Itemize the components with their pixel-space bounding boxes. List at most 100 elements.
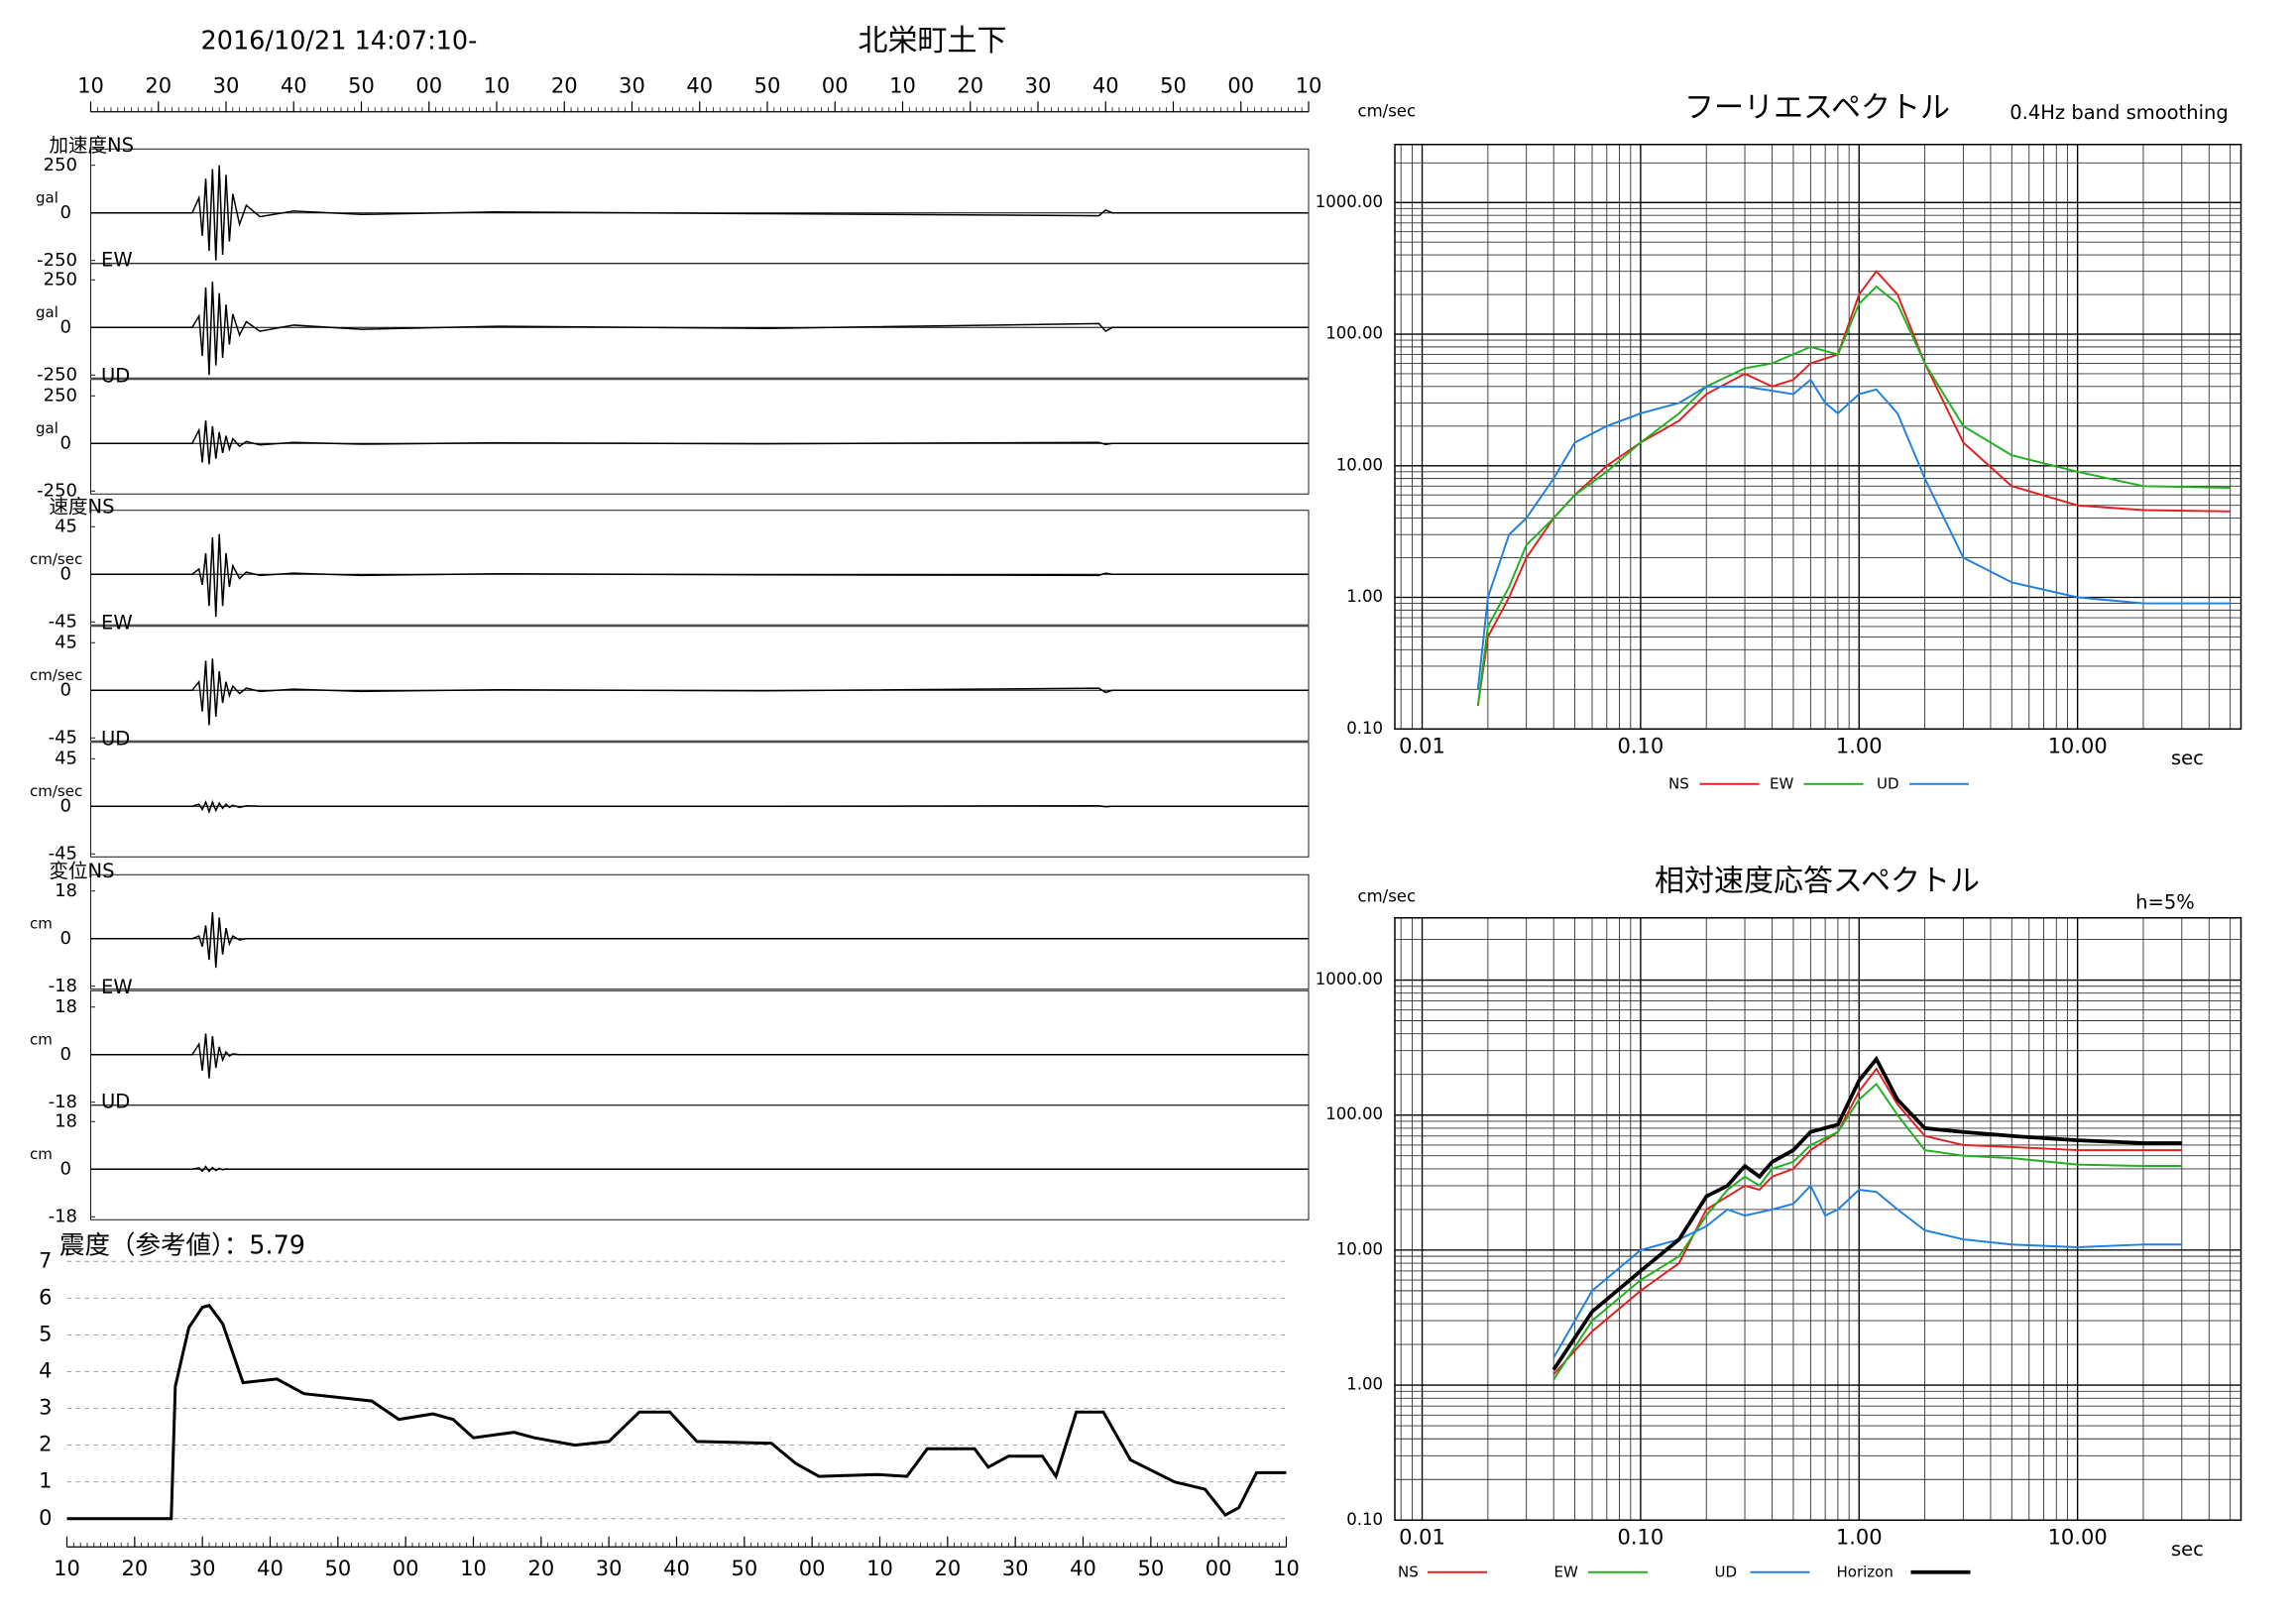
x-tick-label: 10	[77, 73, 104, 97]
x-tick-label: 00	[799, 1557, 826, 1580]
x-tick-label: 40	[257, 1557, 284, 1580]
unit-label: gal	[36, 303, 58, 321]
x-tick-label: 10	[1296, 73, 1322, 97]
y-tick-label: -18	[49, 1206, 77, 1226]
x-tick-label: 10	[484, 73, 511, 97]
y-tick-label: 1.00	[1346, 587, 1383, 606]
panel-frame	[90, 263, 1310, 379]
x-tick-label: 0.10	[1618, 1525, 1665, 1549]
x-tick-label: 30	[619, 73, 645, 97]
panel-frame	[90, 148, 1310, 265]
unit-label: cm	[30, 914, 53, 932]
waveform	[90, 165, 1309, 261]
x-tick-label: 00	[1227, 73, 1254, 97]
waveform	[90, 658, 1309, 726]
y-tick-label: -250	[37, 250, 77, 271]
y-tick-label: 0.10	[1346, 719, 1383, 738]
x-tick-label: 40	[1070, 1557, 1096, 1580]
y-tick-label: 1.00	[1346, 1375, 1383, 1394]
y-tick-label: 0	[60, 202, 71, 223]
x-tick-label: 20	[934, 1557, 961, 1580]
y-tick-label: 100.00	[1325, 1104, 1383, 1123]
x-tick-label: 50	[1160, 73, 1187, 97]
y-tick-label: 0	[60, 679, 71, 700]
spectrum-line	[1476, 270, 2231, 707]
x-tick-label: 30	[213, 73, 240, 97]
x-unit: sec	[2171, 1538, 2204, 1561]
waveform	[90, 799, 1309, 814]
x-tick-label: 00	[1205, 1557, 1232, 1580]
y-tick-label: 18	[55, 880, 77, 901]
y-tick-label: 1000.00	[1316, 192, 1383, 211]
chart-title: 震度（参考値）：5.79	[59, 1230, 305, 1260]
y-tick-label: 100.00	[1325, 324, 1383, 343]
minor-grid	[1395, 917, 2241, 1521]
y-unit: cm/sec	[1358, 886, 1417, 905]
chart-subtitle: 0.4Hz band smoothing	[2009, 101, 2229, 124]
spectrum-line	[1476, 285, 2231, 707]
unit-label: cm	[30, 1145, 53, 1163]
legend-label: EW	[1770, 774, 1793, 792]
spectrum-line	[1551, 1055, 2182, 1371]
y-tick-label: 0	[60, 432, 71, 453]
x-tick-label: 20	[145, 73, 172, 97]
panel-frame	[90, 742, 1310, 858]
x-tick-label: 20	[957, 73, 983, 97]
waveform	[90, 533, 1309, 617]
spectrum-line	[1552, 1067, 2182, 1375]
spectrum-line	[1476, 378, 2231, 690]
y-tick-label: 7	[39, 1248, 52, 1272]
minor-grid	[1395, 144, 2241, 730]
channel-label: UD	[101, 727, 130, 750]
y-tick-label: 0	[60, 928, 71, 949]
y-tick-label: 250	[44, 269, 77, 290]
channel-label: EW	[101, 976, 133, 998]
x-tick-label: 30	[189, 1557, 216, 1580]
waveform	[90, 282, 1309, 376]
y-tick-label: 3	[39, 1396, 52, 1420]
x-tick-label: 00	[393, 1557, 419, 1580]
y-tick-label: 0.10	[1346, 1510, 1383, 1529]
y-tick-label: -18	[49, 976, 77, 996]
channel-label: EW	[101, 248, 133, 271]
x-tick-label: 10	[866, 1557, 893, 1580]
unit-label: cm/sec	[30, 666, 82, 684]
y-tick-label: -18	[49, 1092, 77, 1112]
unit-label: cm/sec	[30, 782, 82, 800]
channel-label: 速度NS	[50, 495, 115, 518]
y-tick-label: 1	[39, 1469, 52, 1493]
damping-note: h=5%	[2135, 890, 2195, 913]
x-tick-label: 0.01	[1399, 734, 1445, 757]
x-tick-label: 50	[731, 1557, 757, 1580]
y-tick-label: 0	[60, 563, 71, 584]
legend-label: NS	[1398, 1563, 1419, 1580]
x-tick-label: 00	[822, 73, 849, 97]
legend-label: UD	[1877, 774, 1899, 792]
x-unit: sec	[2171, 747, 2204, 769]
x-tick-label: 10.00	[2048, 1525, 2108, 1549]
y-tick-label: 18	[55, 996, 77, 1017]
panel-frame	[90, 510, 1310, 626]
plot-frame	[1394, 917, 2242, 1521]
legend-label: EW	[1554, 1563, 1578, 1580]
channel-label: UD	[101, 1090, 130, 1112]
x-tick-label: 10	[889, 73, 916, 97]
y-tick-label: 250	[44, 155, 77, 175]
y-tick-label: 1000.00	[1316, 970, 1383, 988]
x-tick-label: 20	[527, 1557, 554, 1580]
waveform	[90, 912, 1309, 969]
y-tick-label: 6	[39, 1285, 52, 1309]
legend-label: Horizon	[1837, 1563, 1894, 1580]
y-tick-label: 4	[39, 1358, 52, 1382]
x-tick-label: 40	[281, 73, 307, 97]
unit-label: gal	[36, 188, 58, 206]
unit-label: cm/sec	[30, 550, 82, 568]
panel-frame	[90, 873, 1310, 990]
y-tick-label: 2	[39, 1433, 52, 1456]
spectrum-line	[1552, 1082, 2182, 1380]
x-tick-label: 30	[1025, 73, 1052, 97]
y-tick-label: -250	[37, 480, 77, 501]
channel-label: 加速度NS	[50, 134, 134, 157]
x-tick-label: 20	[121, 1557, 148, 1580]
